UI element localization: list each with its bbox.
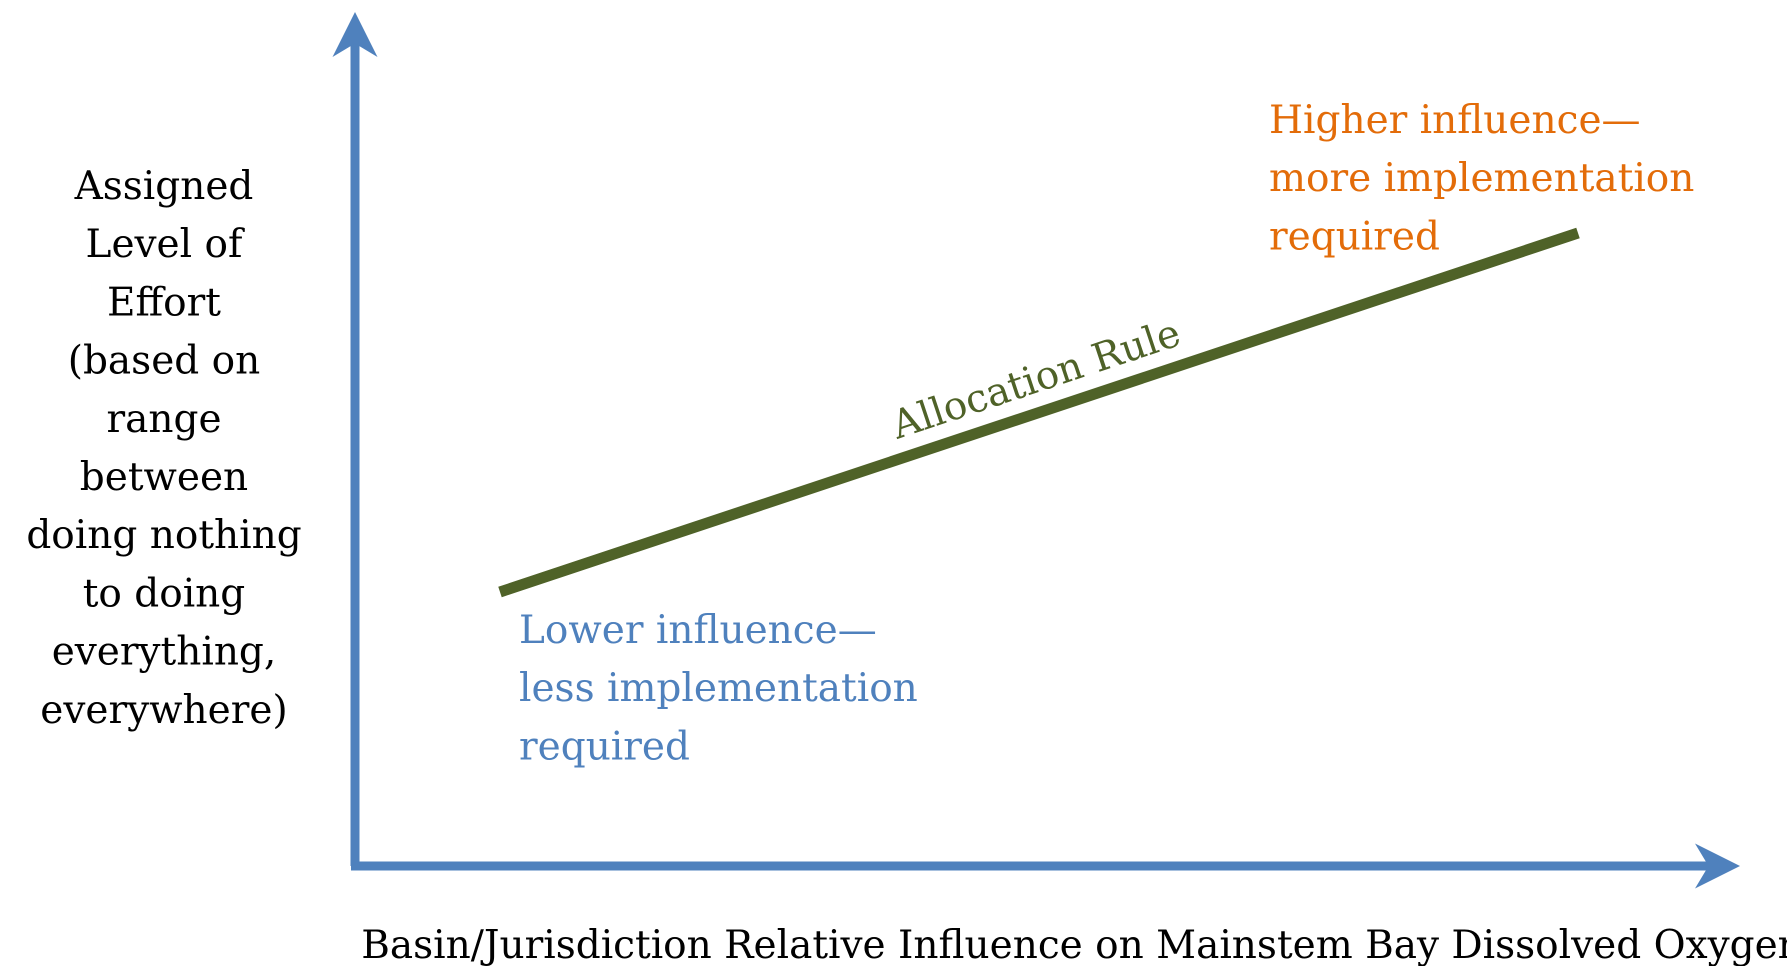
y-axis-label-line: Level of: [86, 222, 245, 267]
y-axis-label-line: (based on: [68, 339, 261, 384]
allocation-line: [498, 227, 1580, 598]
y-axis-label-line: everything,: [52, 630, 277, 675]
y-axis-label-line: range: [106, 397, 221, 442]
y-axis-label-line: Assigned: [74, 164, 254, 209]
low-note-line: Lower influence—: [519, 608, 877, 653]
low-note-line: less implementation: [519, 666, 918, 711]
y-axis-label-line: between: [80, 455, 248, 500]
y-axis-label-line: to doing: [83, 571, 246, 616]
high-note-line: Higher influence—: [1269, 98, 1641, 143]
y-axis-label-line: doing nothing: [26, 513, 301, 558]
y-axis-label-line: everywhere): [40, 688, 287, 733]
low-note-line: required: [519, 724, 690, 769]
high-note-line: required: [1269, 214, 1440, 259]
x-axis-label: Basin/Jurisdiction Relative Influence on…: [361, 923, 1787, 966]
y-axis-label-line: Effort: [107, 280, 221, 325]
high-note-line: more implementation: [1269, 156, 1694, 201]
